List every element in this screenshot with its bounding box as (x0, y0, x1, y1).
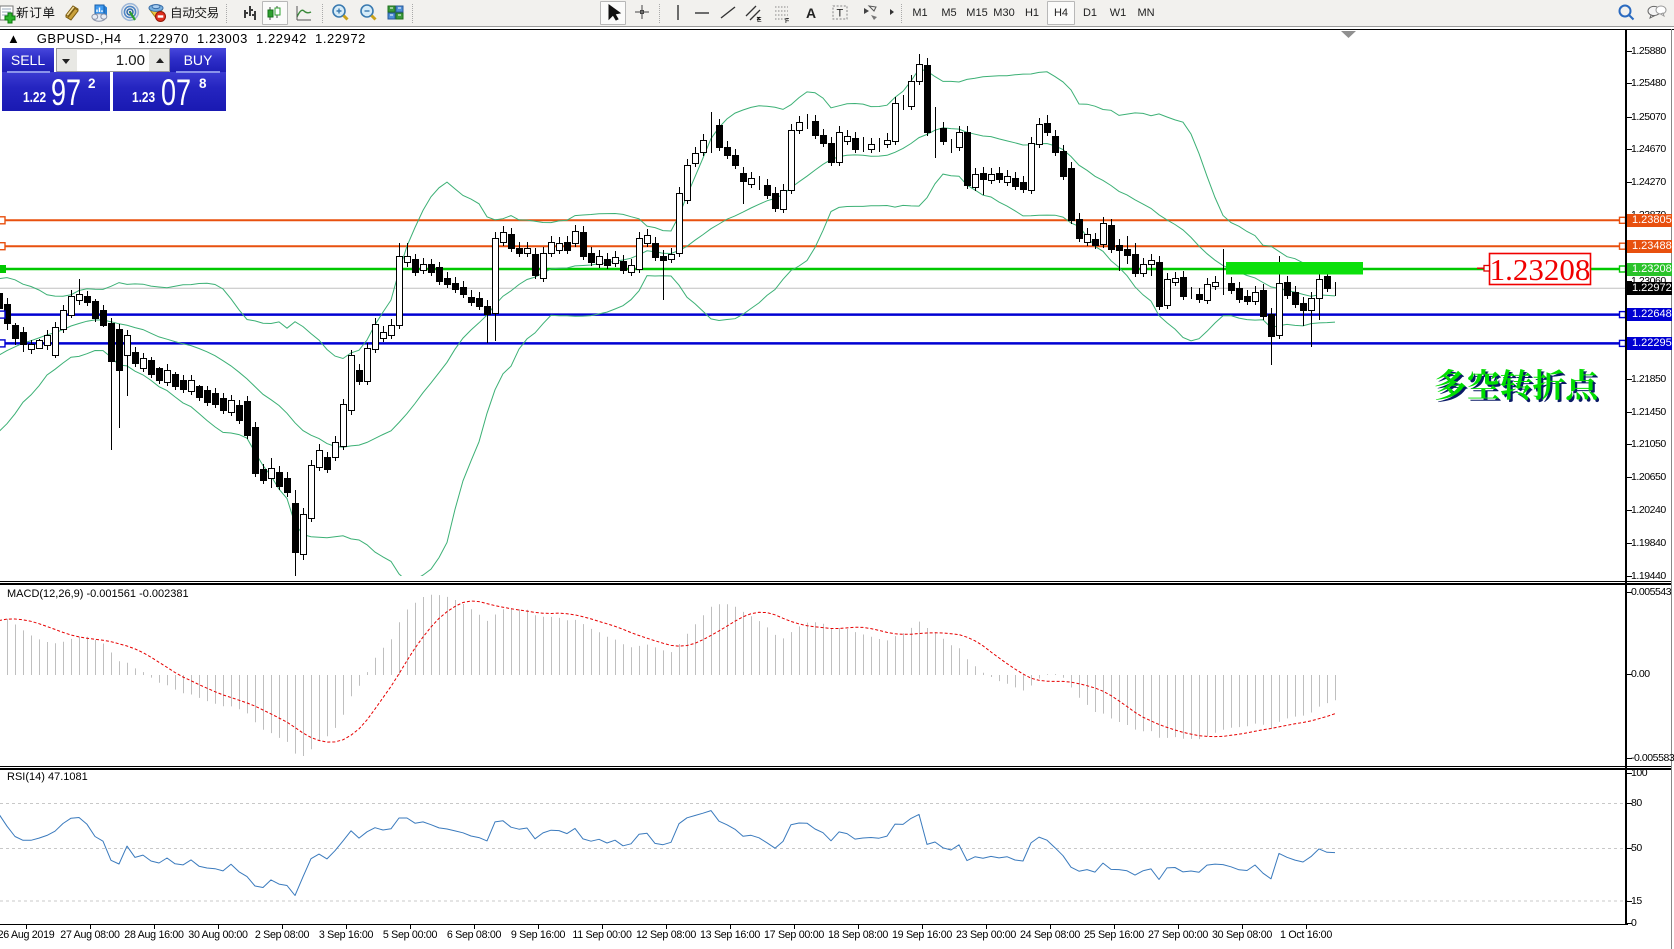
svg-text:E: E (757, 17, 762, 24)
svg-text:1.23208: 1.23208 (1490, 252, 1591, 287)
svg-text:F: F (785, 18, 789, 25)
svg-text:T: T (837, 8, 844, 20)
